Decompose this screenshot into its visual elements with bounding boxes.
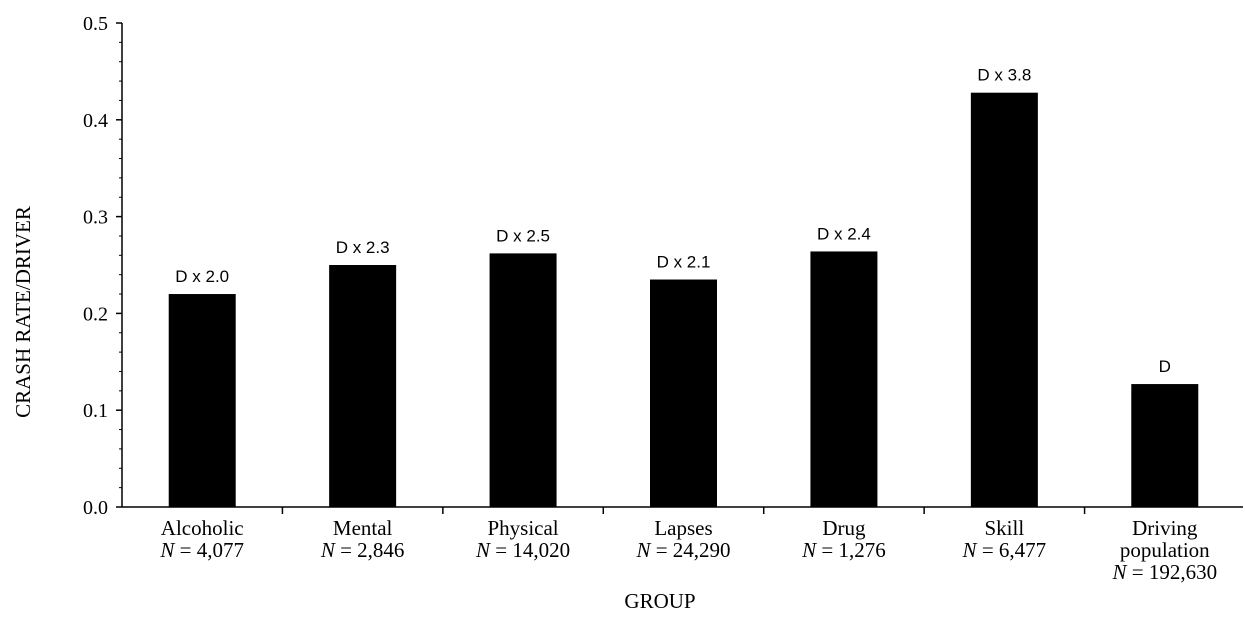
x-category-label: Alcoholic [161, 516, 244, 540]
bar-data-label: D x 2.0 [175, 267, 229, 286]
x-category-label: Lapses [654, 516, 712, 540]
x-sample-size-label: N = 24,290 [635, 538, 730, 562]
bar [168, 294, 236, 507]
bar-data-label: D x 2.5 [496, 226, 550, 245]
bar-data-label: D x 3.8 [977, 66, 1031, 85]
y-tick-label: 0.1 [83, 400, 108, 422]
x-category-label: Drug [822, 516, 866, 540]
bar [810, 251, 878, 507]
bar [1131, 384, 1199, 507]
y-tick-label: 0.0 [83, 497, 108, 519]
bar-data-label: D x 2.4 [817, 224, 871, 243]
x-sample-size-label: N = 1,276 [801, 538, 886, 562]
x-sample-size-label: N = 14,020 [475, 538, 570, 562]
bar-data-label: D x 2.1 [657, 253, 711, 272]
x-sample-size-label: N = 192,630 [1111, 560, 1217, 584]
bar-data-label: D x 2.3 [336, 238, 390, 257]
bar [489, 253, 557, 507]
y-axis: 0.0 0.1 0.2 0.3 0.4 0.5 [83, 13, 123, 519]
x-sample-size-label: N = 6,477 [962, 538, 1047, 562]
bars [168, 92, 1199, 508]
bar [970, 92, 1038, 508]
y-tick-label: 0.4 [83, 110, 108, 132]
x-sample-size-label: N = 4,077 [159, 538, 244, 562]
y-tick-label: 0.2 [83, 303, 108, 325]
y-tick-label: 0.3 [83, 207, 108, 229]
y-axis-title: CRASH RATE/DRIVER [11, 206, 35, 418]
data-labels: D x 2.0 D x 2.3 D x 2.5 D x 2.1 D x 2.4 D x 3… [175, 66, 1171, 376]
x-sample-size-label: N = 2,846 [320, 538, 405, 562]
x-category-label: Physical [487, 516, 558, 540]
bar [329, 265, 397, 507]
y-tick-label: 0.5 [83, 13, 108, 35]
x-axis-title: GROUP [624, 589, 695, 613]
bar [650, 279, 717, 507]
bar-data-label: D [1159, 357, 1171, 376]
x-category-label: population [1120, 538, 1210, 562]
x-category-label: Mental [333, 516, 393, 540]
x-category-label: Driving [1132, 516, 1198, 540]
x-category-label: Skill [985, 516, 1025, 540]
